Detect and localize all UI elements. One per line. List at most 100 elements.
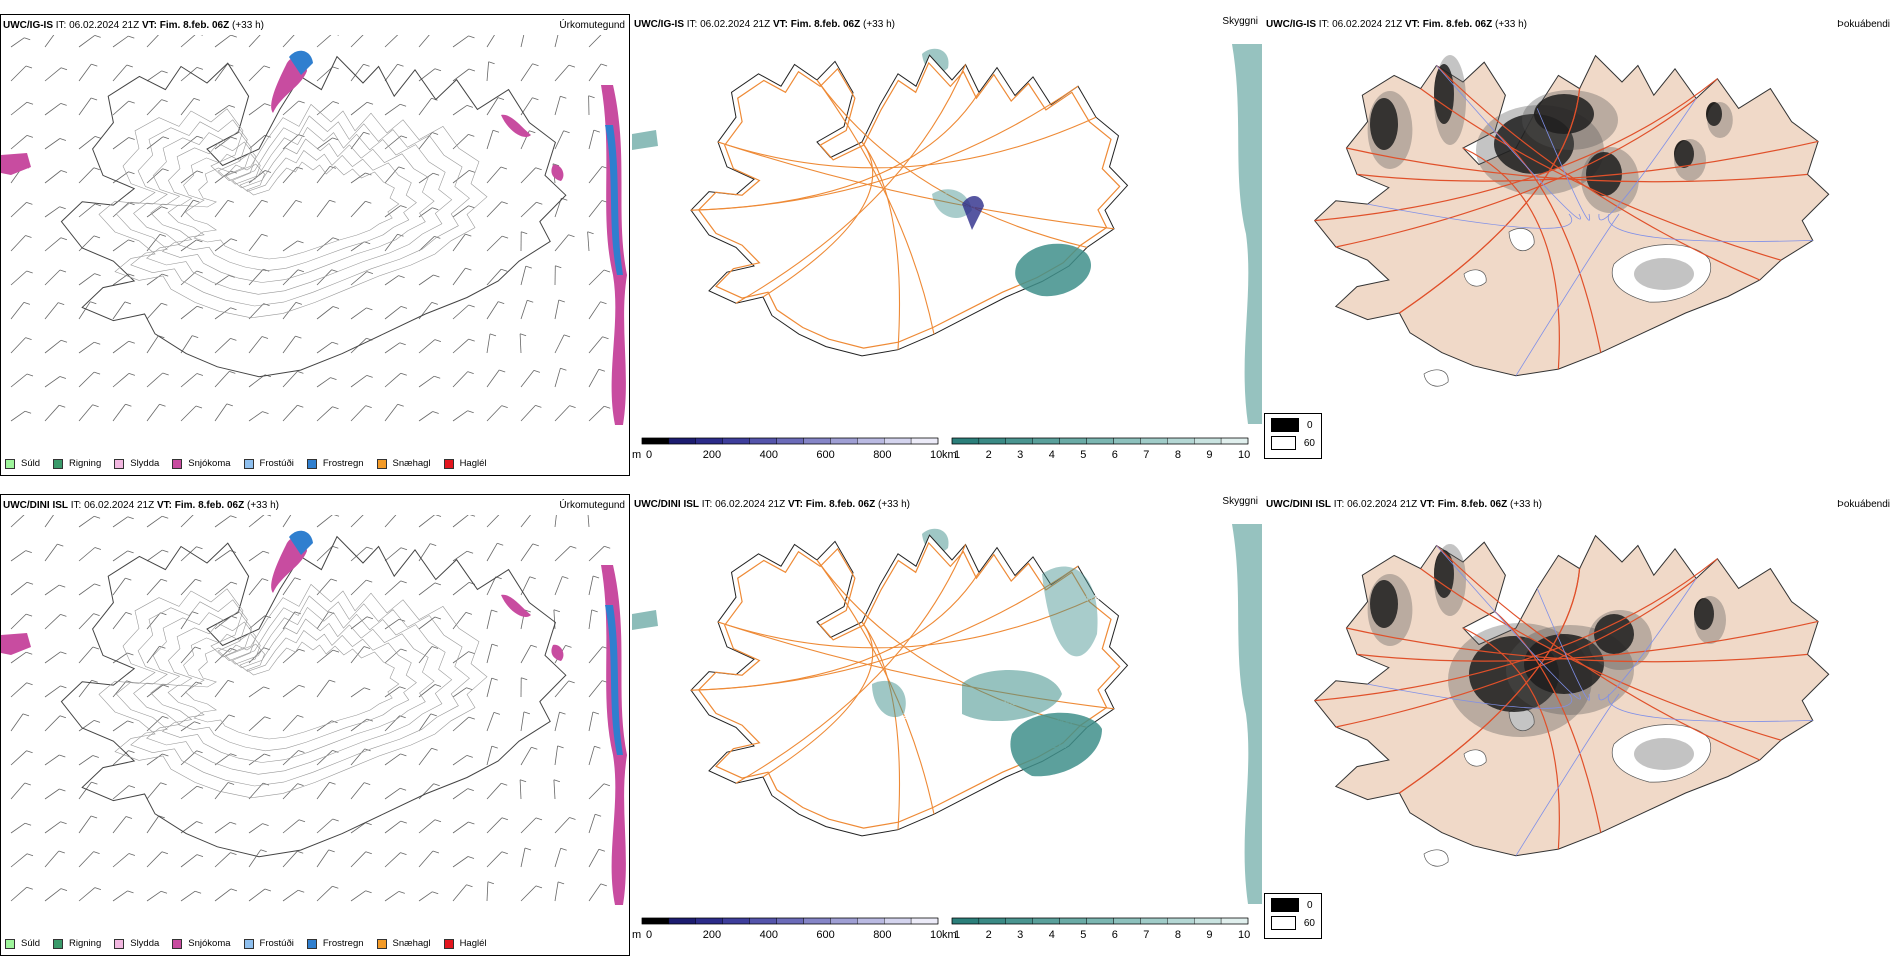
- colorbar-segment: [884, 438, 911, 444]
- wind-barb: [521, 515, 534, 527]
- colorbar-segment: [1114, 918, 1141, 924]
- wind-barb: [487, 167, 501, 183]
- snow-area: [551, 645, 563, 661]
- wind-barb-flag: [488, 882, 494, 884]
- wind-barb-flag: [27, 582, 33, 584]
- wind-barb: [589, 681, 602, 697]
- legend-label: Rigning: [69, 458, 101, 469]
- colorbar-segment: [750, 438, 777, 444]
- wind-barb-flag: [59, 405, 65, 407]
- wind-barb: [589, 167, 602, 184]
- wind-barb-flag: [59, 585, 65, 587]
- legend-label: Frostregn: [323, 938, 364, 949]
- wind-barb: [215, 338, 230, 353]
- colorbar-tick: 8: [1175, 449, 1181, 461]
- wind-barb-flag: [298, 751, 304, 753]
- wind-barb-flag: [263, 824, 269, 826]
- wind-barb: [45, 889, 61, 901]
- wind-barb: [419, 340, 435, 353]
- wind-barb-flag: [129, 786, 135, 788]
- fog-halo: [1522, 90, 1618, 150]
- wind-barb-flag: [197, 855, 203, 857]
- wind-barb-flag: [559, 300, 565, 302]
- wind-barb-flag: [468, 372, 474, 374]
- wind-barb-flag: [332, 886, 338, 888]
- wind-barb-flag: [468, 857, 474, 859]
- wind-barb: [45, 103, 61, 115]
- wind-barb: [520, 780, 521, 799]
- wind-barb-flag: [400, 104, 406, 106]
- wind-barb: [385, 754, 400, 765]
- wind-barb: [555, 712, 560, 731]
- wind-barb: [79, 647, 93, 663]
- colorbar-tick: 600: [816, 929, 834, 941]
- wind-barb-flag: [431, 714, 437, 716]
- cloud-base-map: 796790291318410: [632, 34, 1262, 434]
- wind-barb-flag: [333, 238, 339, 240]
- wind-barb-flag: [520, 780, 526, 782]
- wind-barb: [11, 515, 27, 527]
- wind-barb: [419, 617, 435, 629]
- fog-legend-row: 60: [1271, 916, 1315, 930]
- wind-barb: [385, 649, 401, 663]
- wind-barb-flag: [197, 67, 203, 69]
- wind-barb-flag: [332, 342, 338, 344]
- wind-barb: [11, 338, 26, 353]
- wind-barb-flag: [604, 406, 610, 408]
- wind-barb: [317, 102, 333, 116]
- wind-barb-flag: [601, 884, 607, 886]
- wind-barb-flag: [333, 67, 339, 69]
- wind-barb: [453, 857, 468, 868]
- wind-barb-flag: [27, 751, 33, 753]
- wind-barb-flag: [91, 782, 97, 784]
- wind-barb: [521, 818, 536, 833]
- wind-barb-flag: [469, 515, 475, 516]
- wind-barb: [215, 582, 231, 595]
- wind-barb-flag: [468, 411, 474, 413]
- wind-barb-flag: [501, 783, 507, 785]
- wind-barb: [45, 652, 60, 663]
- wind-barb-flag: [469, 717, 475, 719]
- wind-barb-flag: [297, 715, 303, 717]
- wind-barb-flag: [502, 202, 508, 204]
- wind-barb-flag: [90, 302, 96, 304]
- wind-barb: [555, 368, 560, 387]
- wind-barb-flag: [61, 889, 67, 891]
- wind-barb-flag: [265, 889, 271, 891]
- wind-barb: [419, 820, 435, 833]
- wind-barb: [317, 515, 333, 527]
- wind-barb: [11, 38, 24, 47]
- wind-barb-flag: [194, 722, 200, 724]
- colorbar-tick: 9: [1206, 929, 1212, 941]
- wind-barb-flag: [435, 617, 441, 619]
- wind-barb: [521, 712, 524, 731]
- wind-barb-flag: [561, 848, 567, 850]
- wind-barb: [249, 579, 262, 595]
- wind-barb: [215, 64, 227, 81]
- wind-barb-flag: [162, 754, 168, 756]
- wind-barb-flag: [604, 784, 610, 786]
- legend-item: Snæhagl: [377, 458, 431, 469]
- wind-barb: [487, 882, 488, 901]
- colorbar-segment: [1194, 438, 1221, 444]
- wind-barb: [283, 715, 297, 731]
- colorbar-segment: [1033, 438, 1060, 444]
- wind-barb-flag: [401, 206, 407, 208]
- wind-barb: [283, 685, 299, 697]
- wind-barb: [181, 786, 197, 799]
- wind-barb-flag: [264, 66, 270, 68]
- wind-barb-flag: [128, 891, 134, 893]
- panel-label: Skyggni: [1222, 16, 1258, 27]
- wind-barb-flag: [265, 104, 271, 106]
- wind-barb-flag: [126, 612, 132, 614]
- panel-label: Þokuábendi: [1837, 19, 1890, 30]
- wind-barb: [487, 818, 502, 833]
- wind-barb: [283, 200, 296, 217]
- wind-barb: [453, 755, 467, 765]
- wind-barb: [419, 748, 432, 765]
- legend-swatch: [114, 939, 124, 949]
- wind-barb-flag: [127, 65, 133, 67]
- wind-barb: [45, 544, 57, 561]
- colorbar-tick: 1000: [930, 929, 942, 941]
